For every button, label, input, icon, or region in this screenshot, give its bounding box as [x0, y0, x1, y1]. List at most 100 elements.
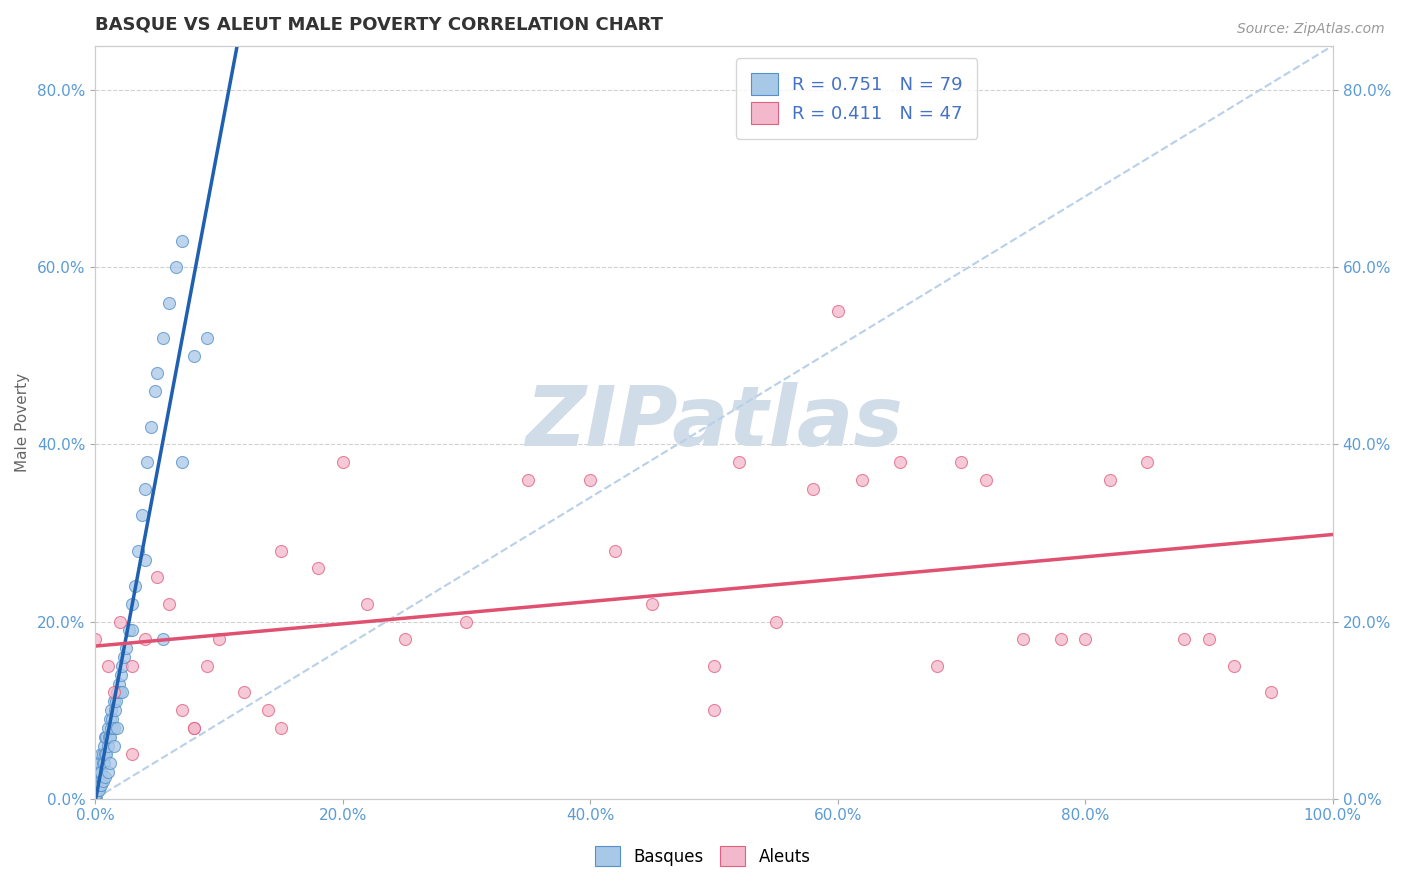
Point: [1049, 632, 1071, 647]
Point: [91, 747, 114, 762]
Point: [89, 765, 111, 780]
Point: [94, 730, 117, 744]
Point: [165, 260, 187, 275]
Point: [105, 694, 128, 708]
Point: [517, 473, 540, 487]
Point: [1173, 632, 1195, 647]
Point: [170, 234, 193, 248]
Text: BASQUE VS ALEUT MALE POVERTY CORRELATION CHART: BASQUE VS ALEUT MALE POVERTY CORRELATION…: [96, 15, 664, 33]
Point: [110, 667, 132, 681]
Point: [727, 455, 749, 469]
Point: [104, 703, 127, 717]
Point: [86, 788, 108, 802]
Point: [98, 712, 121, 726]
Point: [100, 703, 122, 717]
Legend: Basques, Aleuts: Basques, Aleuts: [586, 838, 820, 875]
Point: [136, 455, 159, 469]
Point: [84, 774, 107, 789]
Point: [456, 615, 478, 629]
Point: [127, 543, 149, 558]
Point: [107, 721, 129, 735]
Point: [257, 703, 280, 717]
Point: [86, 774, 108, 789]
Point: [108, 685, 131, 699]
Point: [90, 765, 112, 780]
Point: [91, 756, 114, 771]
Point: [87, 765, 110, 780]
Point: [208, 632, 231, 647]
Point: [93, 756, 115, 771]
Point: [86, 774, 108, 789]
Point: [579, 473, 602, 487]
Point: [332, 455, 354, 469]
Point: [93, 739, 115, 753]
Point: [84, 791, 107, 805]
Point: [641, 597, 664, 611]
Point: [96, 739, 118, 753]
Point: [195, 331, 218, 345]
Point: [121, 747, 143, 762]
Y-axis label: Male Poverty: Male Poverty: [15, 373, 30, 472]
Point: [394, 632, 416, 647]
Point: [96, 747, 118, 762]
Point: [94, 747, 117, 762]
Point: [96, 765, 118, 780]
Point: [84, 765, 107, 780]
Point: [86, 783, 108, 797]
Point: [84, 783, 107, 797]
Text: Source: ZipAtlas.com: Source: ZipAtlas.com: [1237, 22, 1385, 37]
Point: [152, 632, 174, 647]
Point: [925, 658, 948, 673]
Point: [121, 624, 143, 638]
Point: [100, 721, 122, 735]
Point: [111, 658, 134, 673]
Point: [851, 473, 873, 487]
Point: [183, 721, 205, 735]
Point: [183, 721, 205, 735]
Point: [96, 730, 118, 744]
Point: [195, 658, 218, 673]
Point: [86, 783, 108, 797]
Point: [115, 641, 138, 656]
Point: [950, 455, 973, 469]
Point: [703, 703, 725, 717]
Point: [117, 624, 139, 638]
Point: [103, 685, 125, 699]
Point: [121, 597, 143, 611]
Point: [1098, 473, 1121, 487]
Point: [94, 770, 117, 784]
Point: [96, 658, 118, 673]
Point: [101, 712, 124, 726]
Point: [159, 597, 181, 611]
Point: [84, 791, 107, 805]
Point: [801, 482, 824, 496]
Point: [889, 455, 911, 469]
Point: [112, 650, 135, 665]
Point: [107, 676, 129, 690]
Point: [124, 579, 146, 593]
Point: [86, 765, 108, 780]
Point: [86, 783, 108, 797]
Point: [1198, 632, 1220, 647]
Point: [91, 774, 114, 789]
Point: [121, 658, 143, 673]
Point: [131, 508, 153, 523]
Legend: R = 0.751   N = 79, R = 0.411   N = 47: R = 0.751 N = 79, R = 0.411 N = 47: [737, 59, 977, 138]
Point: [89, 756, 111, 771]
Text: ZIPatlas: ZIPatlas: [524, 382, 903, 463]
Point: [98, 756, 121, 771]
Point: [170, 455, 193, 469]
Point: [603, 543, 626, 558]
Point: [183, 349, 205, 363]
Point: [152, 331, 174, 345]
Point: [97, 730, 120, 744]
Point: [87, 756, 110, 771]
Point: [232, 685, 254, 699]
Point: [1223, 658, 1246, 673]
Point: [103, 721, 125, 735]
Point: [134, 482, 156, 496]
Point: [765, 615, 787, 629]
Point: [1074, 632, 1097, 647]
Point: [87, 783, 110, 797]
Point: [86, 791, 108, 805]
